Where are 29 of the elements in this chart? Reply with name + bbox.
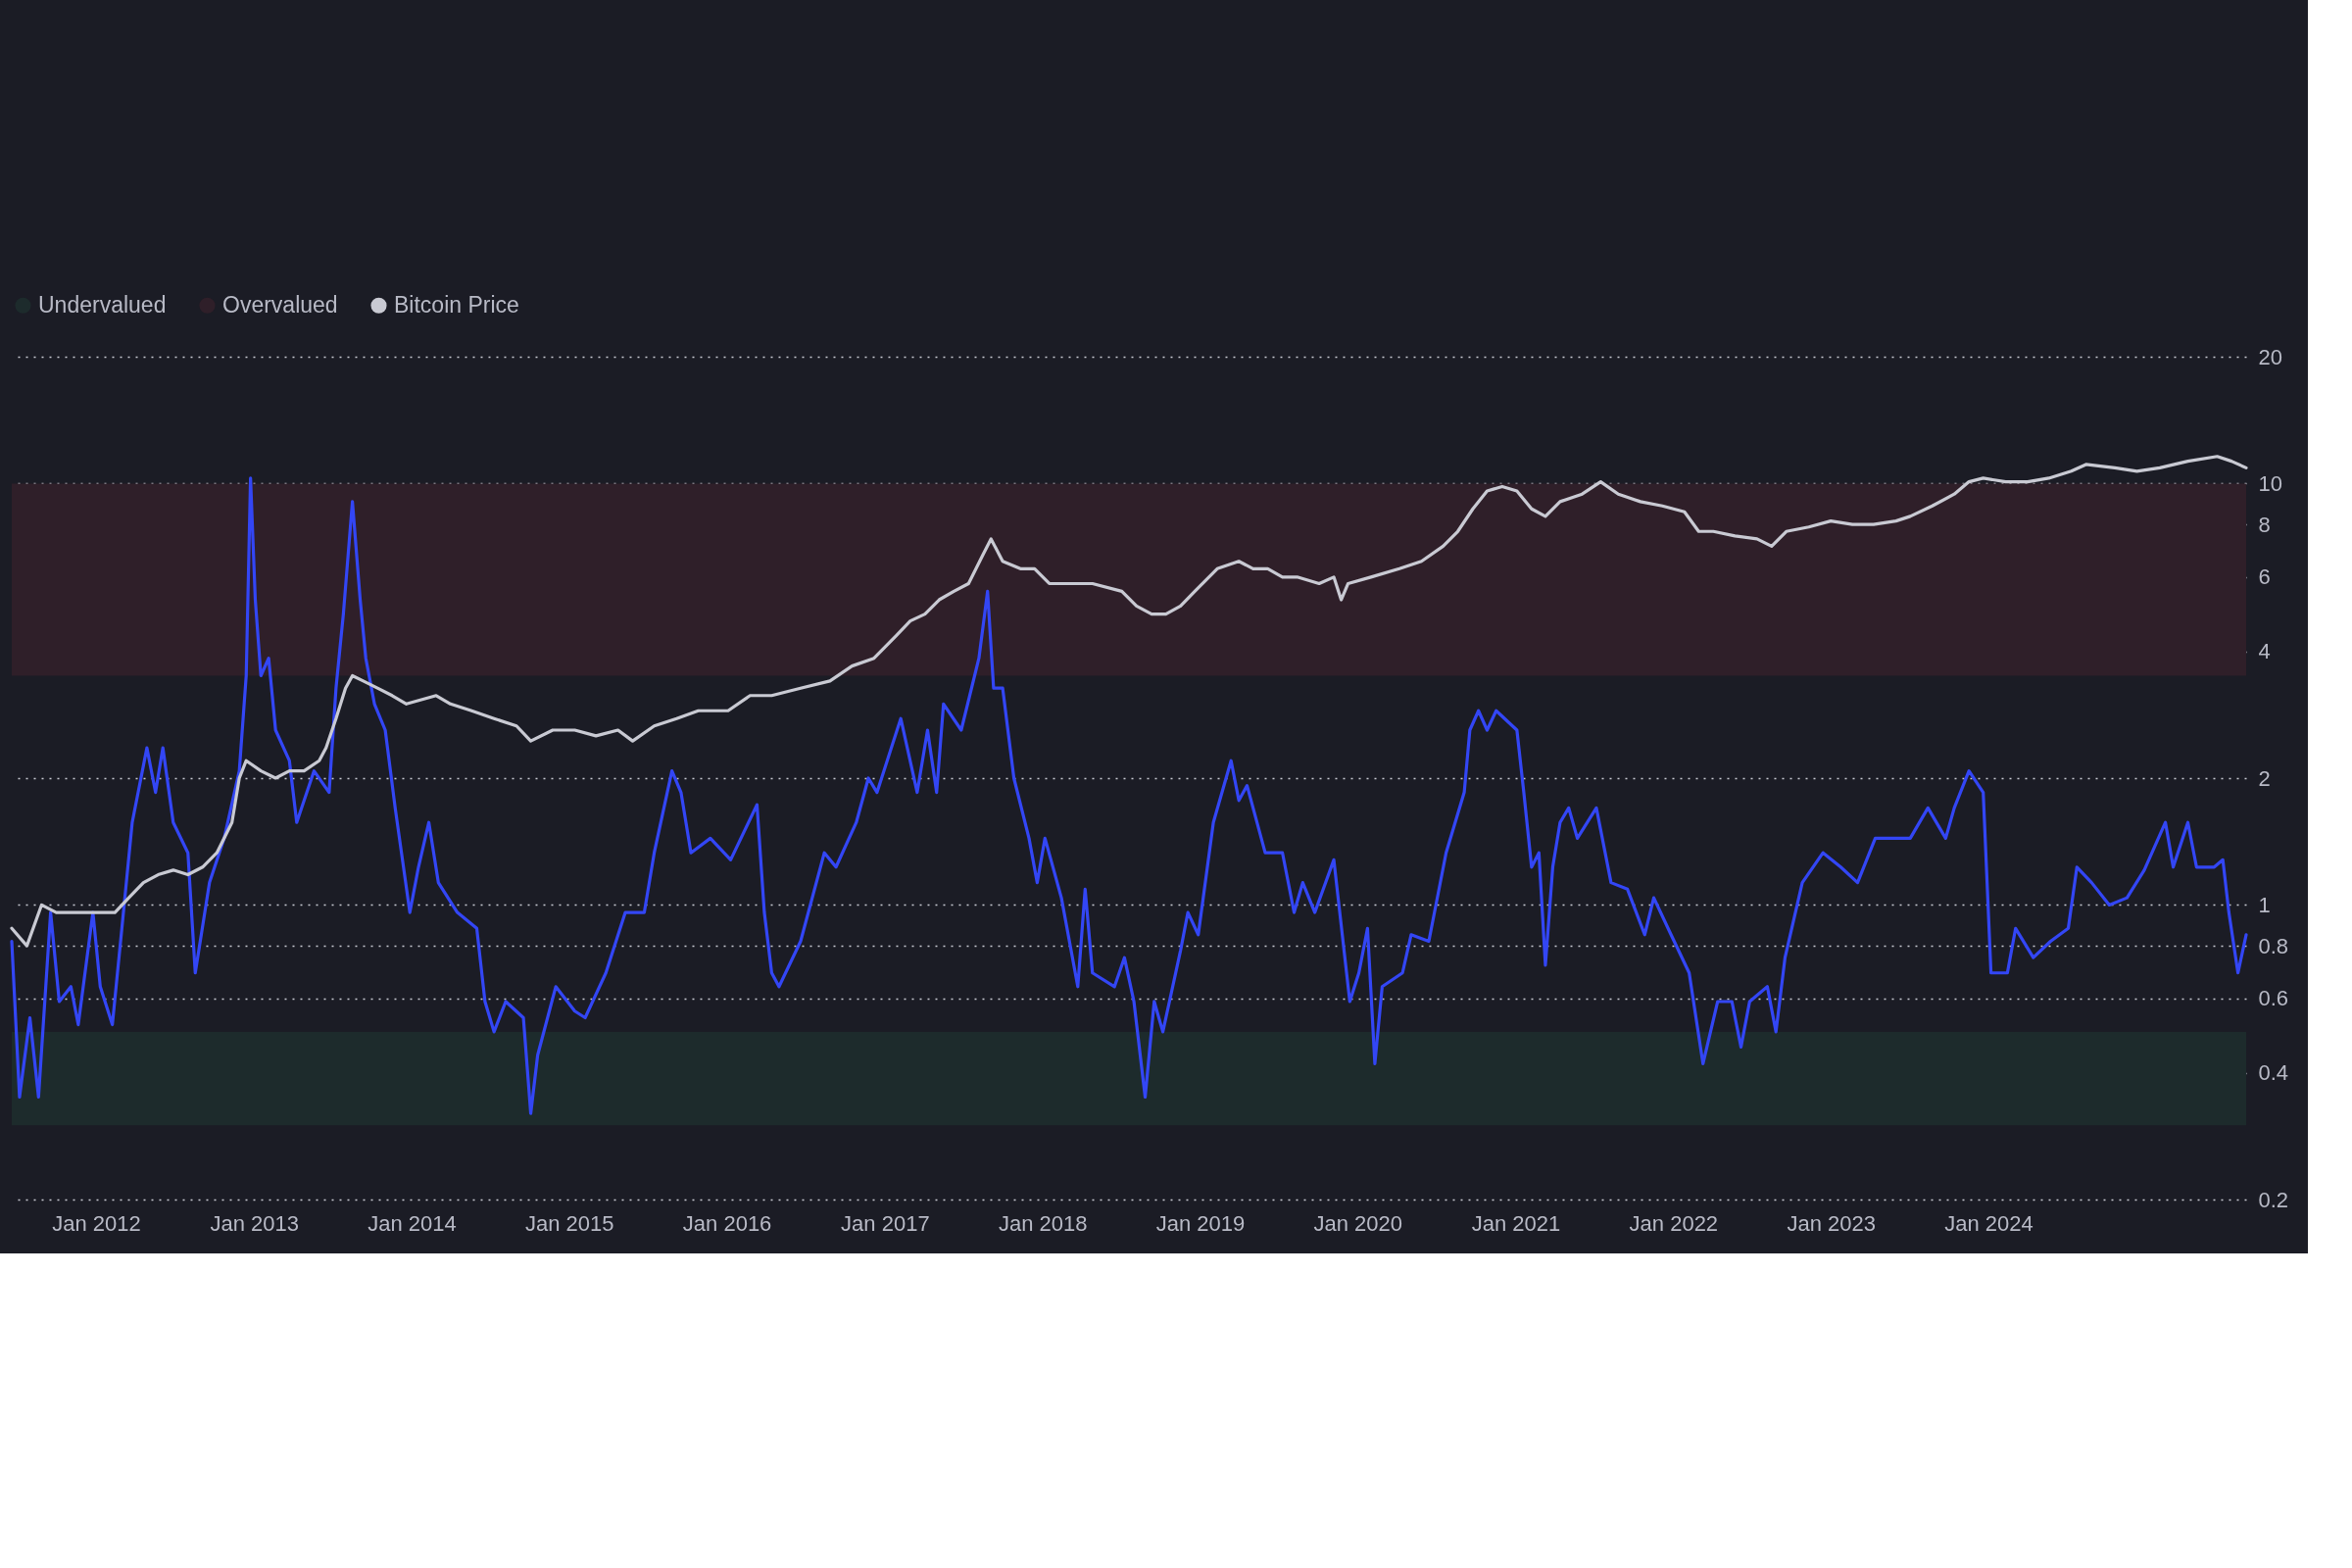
x-tick-label: Jan 2017 <box>841 1210 930 1236</box>
y-tick-label: 20 <box>2258 344 2282 369</box>
y-tick-label: 6 <box>2258 564 2271 590</box>
y-tick-label: 0.6 <box>2258 986 2289 1011</box>
x-tick-label: Jan 2013 <box>210 1210 299 1236</box>
x-tick-label: Jan 2022 <box>1629 1210 1719 1236</box>
line-series <box>10 455 2248 948</box>
x-tick-label: Jan 2012 <box>52 1210 141 1236</box>
legend-label: Bitcoin Price <box>394 291 519 318</box>
y-tick-label: 10 <box>2258 470 2282 496</box>
line-series <box>10 476 2248 1115</box>
legend-label: Overvalued <box>222 291 338 318</box>
y-tick-label: 0.4 <box>2258 1060 2289 1086</box>
x-tick-label: Jan 2023 <box>1787 1210 1876 1236</box>
y-tick-label: 0.8 <box>2258 933 2289 958</box>
x-tick-label: Jan 2024 <box>1944 1210 2034 1236</box>
y-tick-label: 0.2 <box>2258 1187 2289 1212</box>
x-tick-label: Jan 2014 <box>368 1210 457 1236</box>
x-tick-label: Jan 2021 <box>1471 1210 1561 1236</box>
y-tick-label: 1 <box>2258 892 2271 917</box>
x-tick-label: Jan 2015 <box>525 1210 614 1236</box>
y-tick-label: 2 <box>2258 765 2271 791</box>
x-tick-label: Jan 2018 <box>998 1210 1088 1236</box>
x-tick-label: Jan 2020 <box>1313 1210 1403 1236</box>
x-tick-label: Jan 2019 <box>1155 1210 1246 1236</box>
legend-label: Undervalued <box>38 291 167 318</box>
x-tick-label: Jan 2016 <box>682 1210 772 1236</box>
y-tick-label: 4 <box>2258 639 2271 664</box>
y-tick-label: 8 <box>2258 512 2271 537</box>
